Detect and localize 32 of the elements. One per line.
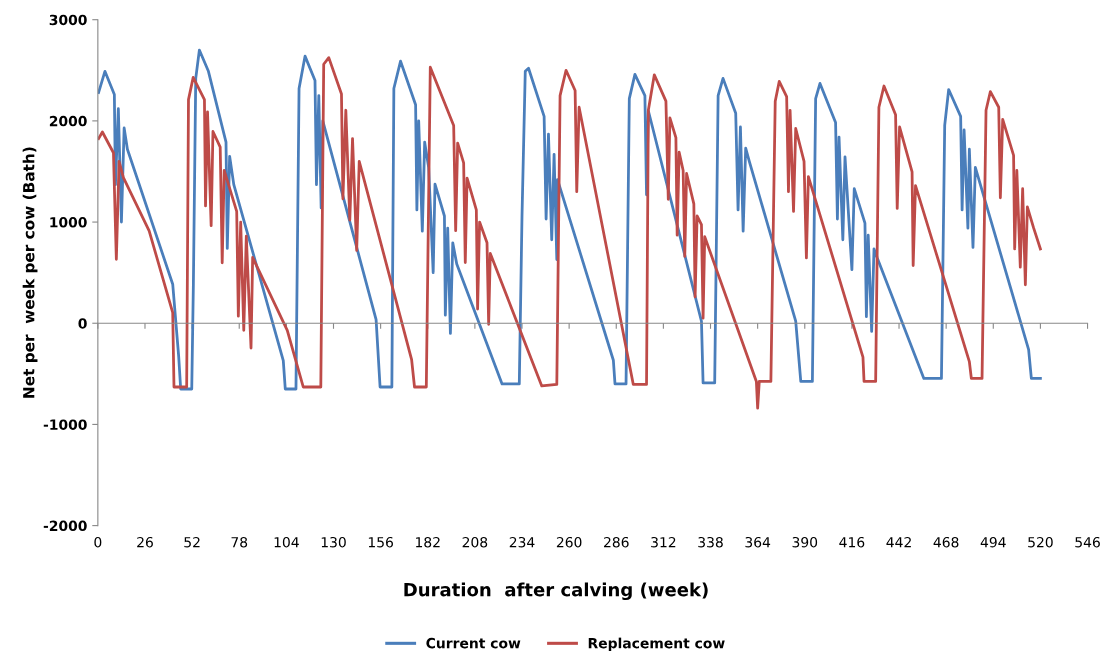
x-tick-label: 104 — [274, 536, 299, 548]
y-axis-title: Net per week per cow (Bath) — [22, 147, 38, 398]
x-tick-label: 338 — [698, 536, 723, 548]
x-tick-label: 0 — [94, 536, 102, 548]
y-tick-label: 0 — [78, 318, 87, 329]
x-tick-label: 364 — [745, 536, 771, 548]
x-tick-label: 260 — [556, 536, 582, 548]
y-tick-label: -2000 — [43, 520, 87, 532]
x-tick-label: 442 — [886, 536, 911, 548]
x-tick-label: 312 — [651, 536, 676, 548]
x-tick-label: 468 — [933, 536, 959, 548]
x-tick-label: 416 — [839, 536, 865, 548]
x-tick-label: 130 — [321, 536, 346, 548]
legend-label: Current cow — [426, 637, 521, 649]
y-tick-label: 2000 — [49, 115, 87, 127]
x-tick-label: 494 — [980, 536, 1006, 548]
y-tick-label: 1000 — [50, 217, 87, 228]
x-tick-label: 26 — [137, 536, 153, 548]
legend-label: Replacement cow — [588, 637, 725, 652]
x-tick-label: 182 — [416, 536, 440, 548]
x-tick-label: 156 — [368, 536, 393, 548]
x-tick-label: 208 — [462, 536, 488, 548]
x-axis-title: Duration after calving (week) — [404, 582, 708, 601]
x-tick-label: 520 — [1028, 536, 1053, 548]
x-tick-label: 546 — [1075, 536, 1100, 548]
x-tick-label: 390 — [792, 536, 818, 548]
x-tick-label: 286 — [604, 536, 629, 548]
x-tick-label: 78 — [231, 536, 248, 548]
x-tick-label: 52 — [184, 536, 200, 548]
y-tick-label: 3000 — [49, 14, 87, 26]
x-tick-label: 234 — [509, 536, 535, 548]
y-tick-label: -1000 — [43, 419, 87, 430]
